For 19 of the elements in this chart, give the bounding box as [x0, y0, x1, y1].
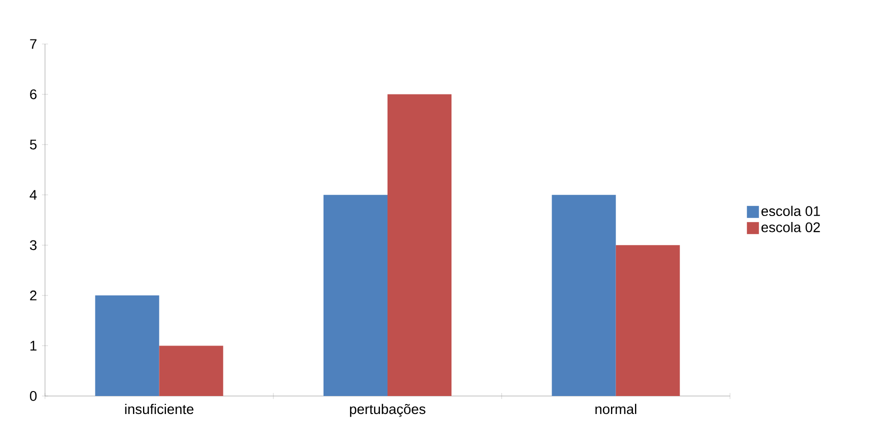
y-tick-label: 5: [30, 140, 37, 150]
x-tick-label: pertubações: [350, 404, 426, 417]
x-tick-label: insuficiente: [125, 404, 194, 414]
legend-label: escola 02: [761, 222, 820, 232]
bar: [159, 346, 224, 396]
bar: [388, 94, 452, 396]
bar: [616, 245, 680, 396]
y-tick-label: 7: [30, 39, 36, 49]
y-tick-label: 3: [30, 240, 37, 250]
bar: [552, 194, 616, 396]
legend-label: escola 01: [761, 206, 820, 216]
bar: [324, 194, 388, 396]
y-tick-label: 6: [30, 89, 37, 100]
y-tick-label: 2: [30, 290, 36, 300]
x-tick-label: normal: [595, 404, 636, 414]
y-tick-label: 1: [30, 340, 36, 351]
y-tick-label: 0: [30, 391, 37, 401]
bar: [95, 295, 160, 396]
y-tick-label: 4: [30, 190, 37, 200]
